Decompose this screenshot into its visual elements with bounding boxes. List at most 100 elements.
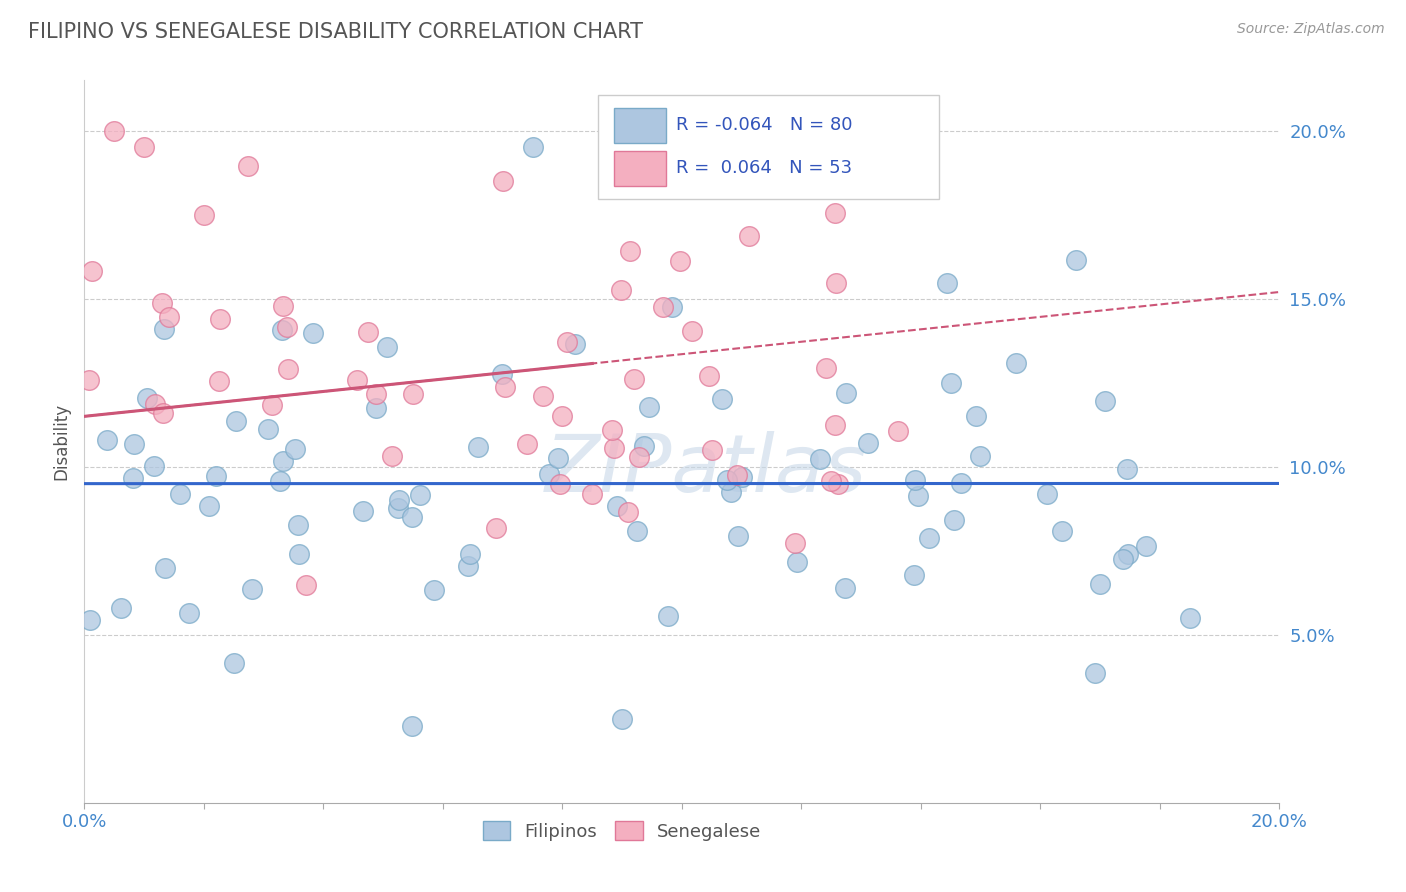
Point <box>697 369 720 384</box>
Text: ZIPatlas: ZIPatlas <box>544 432 868 509</box>
Point <box>825 276 848 290</box>
Point <box>555 335 578 350</box>
Point <box>224 657 246 671</box>
Point <box>240 582 263 597</box>
Point <box>494 379 516 393</box>
Point <box>548 477 571 491</box>
Point <box>467 440 489 454</box>
Point <box>918 531 941 545</box>
Point <box>700 442 723 457</box>
Point <box>491 367 513 381</box>
Point <box>271 299 294 313</box>
Point <box>387 500 409 515</box>
Point <box>346 373 368 387</box>
Point <box>236 159 259 173</box>
Point <box>808 452 831 467</box>
Point <box>1084 665 1107 680</box>
Point <box>619 244 641 259</box>
Point <box>122 471 145 485</box>
Point <box>551 409 574 424</box>
Point <box>208 374 231 388</box>
Point <box>458 548 481 562</box>
Point <box>1094 394 1116 409</box>
Point <box>193 208 215 222</box>
Text: R =  0.064   N = 53: R = 0.064 N = 53 <box>676 160 852 178</box>
Point <box>153 322 176 336</box>
Point <box>606 499 628 513</box>
Point <box>950 476 973 491</box>
Point <box>79 613 101 627</box>
Point <box>198 500 221 514</box>
Point <box>1005 356 1028 370</box>
Point <box>1090 577 1112 591</box>
Point <box>401 719 423 733</box>
Point <box>652 301 675 315</box>
Point <box>260 398 283 412</box>
Point <box>352 504 374 518</box>
Point <box>603 442 626 456</box>
Point <box>135 392 157 406</box>
Point <box>581 487 603 501</box>
Point <box>381 450 404 464</box>
Point <box>681 324 703 338</box>
Point <box>903 568 925 582</box>
Text: FILIPINO VS SENEGALESE DISABILITY CORRELATION CHART: FILIPINO VS SENEGALESE DISABILITY CORREL… <box>28 22 643 42</box>
Point <box>783 536 806 550</box>
Point <box>153 561 176 575</box>
Point <box>827 476 849 491</box>
Point <box>1178 611 1201 625</box>
Point <box>1112 551 1135 566</box>
Point <box>287 518 309 533</box>
Point <box>1116 461 1139 475</box>
Point <box>277 362 299 376</box>
Point <box>547 450 569 465</box>
Point <box>626 524 648 538</box>
Point <box>858 436 880 450</box>
Point <box>936 277 959 291</box>
Point <box>387 493 409 508</box>
Text: Source: ZipAtlas.com: Source: ZipAtlas.com <box>1237 22 1385 37</box>
Point <box>208 312 231 326</box>
Point <box>1116 547 1139 561</box>
Point <box>942 513 965 527</box>
Point <box>269 474 291 488</box>
Point <box>143 458 166 473</box>
Point <box>270 323 292 337</box>
Point <box>1135 540 1157 554</box>
Point <box>366 386 388 401</box>
Point <box>225 414 247 428</box>
Point <box>939 376 962 390</box>
Point <box>143 397 166 411</box>
Text: R = -0.064   N = 80: R = -0.064 N = 80 <box>676 116 852 134</box>
Point <box>824 206 846 220</box>
Point <box>110 600 132 615</box>
Point <box>965 409 987 423</box>
Point <box>179 607 201 621</box>
Point <box>402 387 425 401</box>
Point <box>657 609 679 624</box>
Point <box>564 336 586 351</box>
Point <box>1064 253 1087 268</box>
Legend: Filipinos, Senegalese: Filipinos, Senegalese <box>475 814 769 848</box>
Point <box>623 372 645 386</box>
Point <box>628 450 651 464</box>
Point <box>485 521 508 535</box>
Point <box>271 454 294 468</box>
FancyBboxPatch shape <box>614 151 666 186</box>
Point <box>276 320 298 334</box>
Point <box>132 140 156 154</box>
Point <box>824 418 846 433</box>
Point <box>1052 524 1074 539</box>
Point <box>815 360 838 375</box>
Y-axis label: Disability: Disability <box>52 403 70 480</box>
Point <box>725 467 748 482</box>
Point <box>423 583 446 598</box>
Point <box>103 124 125 138</box>
Point <box>904 473 927 487</box>
Point <box>537 467 560 481</box>
Point <box>357 325 380 339</box>
Point <box>738 228 761 243</box>
Point <box>835 386 858 401</box>
Point <box>516 437 538 451</box>
Point <box>786 555 808 569</box>
